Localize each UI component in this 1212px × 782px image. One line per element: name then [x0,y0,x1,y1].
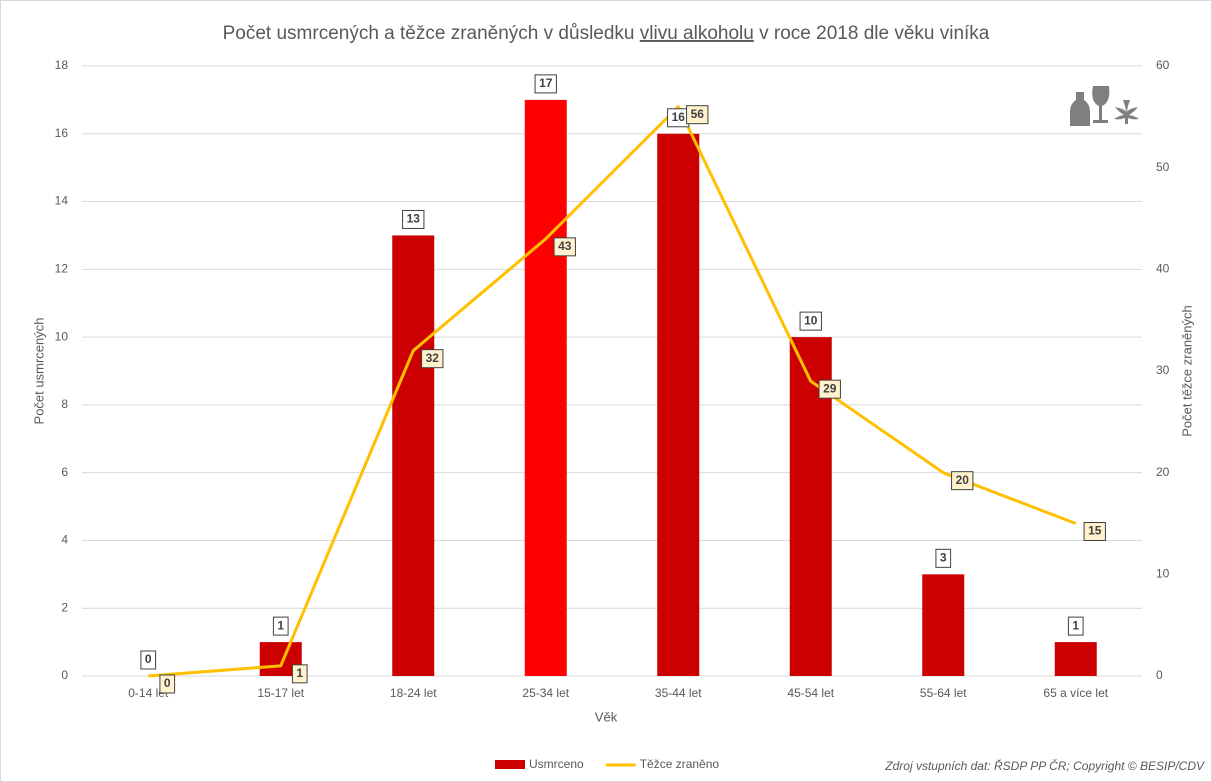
y-tick-label: 12 [55,262,69,276]
bar [524,99,567,676]
data-label: 3 [940,551,947,565]
y-tick-label: 2 [61,600,68,614]
label-box [1067,616,1084,636]
data-label: 13 [407,212,421,226]
label-box [799,311,822,331]
alcohol-icon [1070,86,1139,126]
x-tick-label: 45-54 let [787,686,834,700]
line-label: 20 [951,471,974,491]
line-label: 29 [818,379,841,399]
data-label: 1 [277,618,284,632]
bar [657,133,700,676]
y2-axis-label: Počet těžce zraněných [1179,305,1194,437]
data-label: 16 [672,110,686,124]
leaf-icon [1114,100,1139,124]
title-underlined: vlivu alkoholu [640,23,754,44]
data-label: 15 [1088,524,1102,538]
legend-item: Usmrceno [495,757,584,771]
bottle-icon [1070,92,1090,126]
bar-label: 13 [402,209,425,229]
label-box [686,105,709,125]
label-box [140,650,157,670]
bar-label: 1 [272,616,289,636]
bar-label: 16 [667,108,690,128]
legend-item: Těžce zraněno [605,757,720,771]
bar [1054,642,1097,676]
label-box [159,674,176,694]
chart-title: Počet usmrcených a těžce zraněných v důs… [223,23,990,44]
data-label: 1 [296,666,303,680]
line-label: 0 [159,674,176,694]
bar-label: 17 [534,74,557,94]
y2-tick-label: 10 [1156,567,1170,581]
bar-label: 0 [140,650,157,670]
label-box [1083,522,1106,541]
line-label: 43 [553,237,576,257]
bar [392,235,435,676]
data-label: 32 [426,351,440,365]
line [148,105,1077,678]
title-part: v roce 2018 dle věku viníka [754,23,990,44]
y-tick-label: 8 [61,397,68,411]
label-box [951,471,974,491]
line-label: 56 [686,105,709,125]
legend-label: Těžce zraněno [640,757,720,771]
y-tick-label: 6 [61,465,68,479]
line-label: 32 [421,349,444,369]
label-box [935,548,952,568]
x-tick-label: 65 a více let [1043,686,1108,700]
line-label: 15 [1083,522,1106,541]
bar [922,574,965,676]
y2-tick-label: 50 [1156,160,1170,174]
label-box [818,379,841,399]
y2-tick-label: 0 [1156,668,1163,682]
x-tick-label: 0-14 let [128,686,169,700]
y-tick-label: 14 [55,194,69,208]
y-axis-label: Počet usmrcených [31,318,46,425]
bar-label: 3 [935,548,952,568]
x-tick-label: 15-17 let [257,686,304,700]
bar-label: 10 [799,311,822,331]
bar-label: 1 [1067,616,1084,636]
legend-swatch [495,760,525,769]
data-label: 20 [956,473,970,487]
line-label: 1 [291,664,308,684]
x-tick-label: 18-24 let [390,686,437,700]
title-part: Počet usmrcených a těžce zraněných v důs… [223,23,640,44]
data-label: 29 [823,381,837,395]
y-tick-label: 0 [61,668,68,682]
label-box [553,237,576,257]
source-note: Zdroj vstupních dat: ŘSDP PP ČR; Copyrig… [884,758,1205,773]
y2-tick-label: 20 [1156,465,1170,479]
y2-tick-label: 40 [1156,262,1170,276]
label-box [534,74,557,94]
y2-tick-label: 60 [1156,58,1170,72]
label-box [421,349,444,369]
x-axis-label: Věk [595,709,618,724]
data-label: 43 [558,239,572,253]
y-tick-label: 16 [55,126,69,140]
x-tick-label: 55-64 let [920,686,967,700]
data-label: 10 [804,313,818,327]
legend-label: Usmrceno [529,757,584,771]
data-label: 1 [1072,618,1079,632]
data-label: 56 [691,107,705,121]
y-tick-label: 4 [61,533,68,547]
label-box [402,209,425,229]
data-label: 17 [539,76,553,90]
data-label: 0 [145,652,152,666]
glass-icon [1092,86,1110,123]
label-box [291,664,308,684]
x-tick-label: 35-44 let [655,686,702,700]
y-tick-label: 10 [55,329,69,343]
y-tick-label: 18 [55,58,69,72]
label-box [272,616,289,636]
x-tick-label: 25-34 let [522,686,569,700]
data-label: 0 [164,676,171,690]
y2-tick-label: 30 [1156,363,1170,377]
